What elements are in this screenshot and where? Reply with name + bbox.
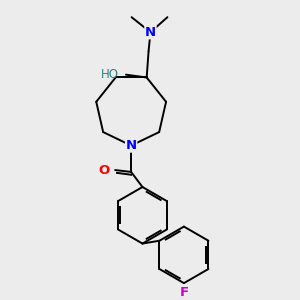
Text: N: N <box>126 139 137 152</box>
Text: N: N <box>145 26 156 39</box>
Text: F: F <box>179 286 188 299</box>
Text: O: O <box>98 164 110 177</box>
Text: HO: HO <box>100 68 118 81</box>
